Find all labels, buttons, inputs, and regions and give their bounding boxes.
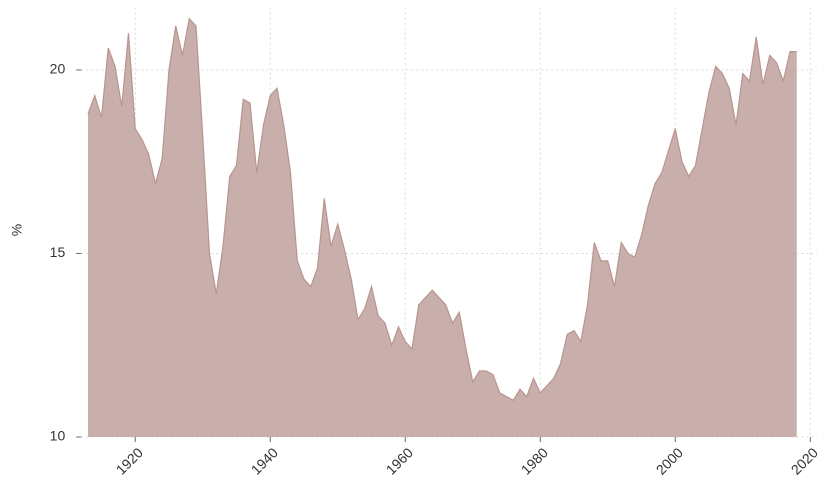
- y-tick-label: 10: [50, 428, 66, 444]
- area: [88, 18, 797, 438]
- y-tick-label: 20: [50, 61, 66, 77]
- x-tick-label: 1980: [518, 444, 551, 477]
- x-tick-label: 1920: [113, 444, 146, 477]
- x-tick-label: 2020: [788, 444, 821, 477]
- y-axis-label: %: [9, 224, 25, 236]
- x-tick-label: 1940: [248, 444, 281, 477]
- x-tick-label: 1960: [383, 444, 416, 477]
- x-tick-label: 2000: [653, 444, 686, 477]
- y-tick-label: 15: [50, 244, 66, 260]
- area-line: [87, 17, 797, 402]
